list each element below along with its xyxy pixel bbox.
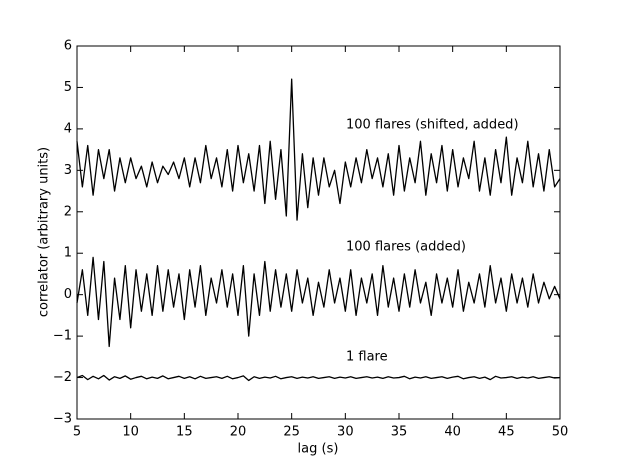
- x-tick-label: 40: [444, 425, 461, 440]
- x-tick-label: 45: [498, 425, 515, 440]
- y-tick-label: −2: [53, 370, 72, 385]
- series-annotation: 100 flares (added): [346, 240, 466, 255]
- y-tick-label: 1: [64, 246, 72, 261]
- y-tick-label: 4: [64, 121, 72, 136]
- series-line: [76, 256, 561, 348]
- x-tick-label: 20: [230, 425, 247, 440]
- x-tick-label: 30: [337, 425, 354, 440]
- series-annotation: 100 flares (shifted, added): [346, 118, 519, 133]
- y-tick-label: 2: [64, 204, 72, 219]
- y-tick-label: 6: [64, 39, 72, 54]
- x-axis-label: lag (s): [298, 442, 339, 457]
- x-tick-label: 15: [176, 425, 193, 440]
- y-tick-label: 5: [64, 80, 72, 95]
- x-tick-label: 25: [283, 425, 300, 440]
- x-tick-label: 35: [391, 425, 408, 440]
- y-tick-label: −3: [53, 412, 72, 427]
- x-tick-label: 50: [552, 425, 569, 440]
- plot-frame: [76, 45, 561, 420]
- y-axis-label: correlator (arbitrary units): [37, 147, 52, 317]
- y-tick-label: 0: [64, 287, 72, 302]
- series-annotation: 1 flare: [346, 350, 388, 365]
- y-tick-label: 3: [64, 163, 72, 178]
- x-tick-label: 10: [122, 425, 139, 440]
- x-tick-label: 5: [73, 425, 81, 440]
- series-line: [76, 78, 561, 221]
- y-tick-label: −1: [53, 329, 72, 344]
- series-line: [76, 374, 561, 382]
